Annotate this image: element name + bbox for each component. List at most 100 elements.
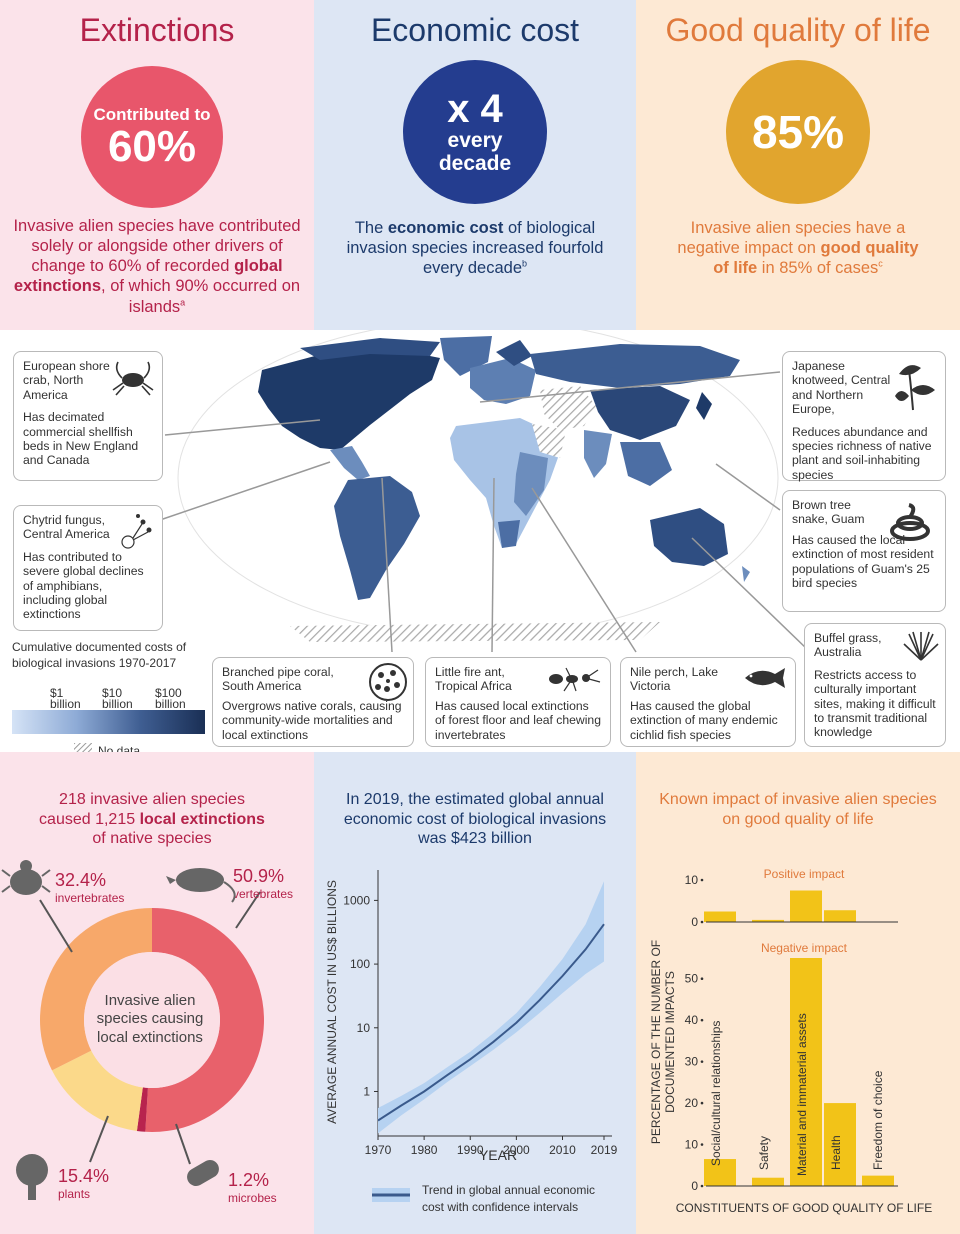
- north-america: [258, 350, 440, 450]
- negative-y-tick: [700, 977, 704, 981]
- footnote-c: c: [878, 258, 883, 269]
- economic-text: The economic cost of biological invasion…: [338, 218, 612, 278]
- australia: [650, 508, 728, 566]
- positive-panel-title: Positive impact: [764, 867, 845, 881]
- africa: [450, 418, 560, 548]
- quality-text-bold: good quality of life: [713, 239, 919, 278]
- economic-circle-line2: every: [447, 128, 503, 152]
- donut-center-label: Invasive alien species causing local ext…: [96, 992, 204, 1046]
- x-tick-label: 1990: [457, 1143, 484, 1157]
- category-label: Material and immaterial assets: [795, 1013, 809, 1176]
- donut-leader-2: [89, 1115, 109, 1163]
- category-label: Social/cultural relationships: [709, 1021, 723, 1166]
- quality-panel: Good quality of life 85% Invasive alien …: [636, 0, 960, 330]
- x-tick-label: 2000: [503, 1143, 530, 1157]
- y-tick-label: 1000: [343, 893, 370, 907]
- callout-body: Overgrows native corals, causing communi…: [222, 698, 402, 742]
- callout-nile-perch: Nile perch, Lake Victoria Has caused the…: [620, 657, 796, 747]
- extinctions-text: Invasive alien species have contributed …: [10, 216, 304, 317]
- extinctions-title: Extinctions: [79, 12, 235, 48]
- quality-text-2: in 85% of cases: [757, 259, 879, 278]
- positive-y-tick: [700, 878, 704, 882]
- economic-circle-line3: decade: [438, 152, 512, 175]
- y-axis-title-line2: DOCUMENTED IMPACTS: [663, 971, 677, 1113]
- donut-title: 218 invasive alien species caused 1,215 …: [0, 790, 304, 849]
- negative-bar: [704, 1159, 736, 1186]
- positive-bar: [704, 911, 736, 922]
- callout-brown-tree-snake: Brown tree snake, Guam Has caused the lo…: [782, 490, 946, 612]
- negative-y-tick-label: 30: [685, 1055, 699, 1069]
- category-label: Health: [829, 1135, 843, 1170]
- china: [590, 386, 690, 440]
- donut-label-microbes-name: microbes: [228, 1191, 277, 1205]
- negative-y-tick: [700, 1143, 704, 1146]
- y-axis-title: AVERAGE ANNUAL COST IN US$ BILLIONS: [325, 880, 339, 1124]
- callout-title: Little fire ant, Tropical Africa: [435, 665, 512, 694]
- donut-slice-vertebrates: [145, 908, 264, 1132]
- donut-label-vertebrates-name: vertebrates: [233, 887, 293, 901]
- callout-body: Has caused the local extinction of most …: [792, 532, 934, 590]
- extinctions-text-bold: global extinctions: [13, 257, 283, 296]
- donut-label-invertebrates-name: invertebrates: [55, 891, 124, 905]
- positive-bar: [790, 890, 822, 922]
- ant-icon: [549, 667, 601, 692]
- legend-tick-3: $100 billion: [155, 686, 186, 712]
- new-zealand: [742, 566, 750, 582]
- negative-y-tick: [700, 1101, 704, 1105]
- donut-slice-microbes: [136, 1087, 148, 1132]
- economic-circle-line1: x 4: [447, 86, 503, 131]
- callout-title: Brown tree snake, Guam: [792, 498, 865, 527]
- line-chart-title-text: In 2019, the estimated global annual eco…: [343, 791, 607, 848]
- extinctions-panel: Extinctions Contributed to 60% Invasive …: [0, 0, 314, 330]
- callout-title: Buffel grass, Australia: [814, 631, 882, 660]
- donut-label-microbes-value: 1.2%: [228, 1170, 269, 1190]
- donut-slice-invertebrates: [39, 908, 153, 1071]
- negative-y-tick: [700, 1018, 704, 1022]
- donut-title-1: 218 invasive alien species: [59, 791, 245, 808]
- southeast-asia: [620, 442, 672, 486]
- donut-label-invertebrates-value: 32.4%: [55, 870, 106, 890]
- y-tick-label: 10: [357, 1021, 371, 1035]
- economic-text-1: The: [354, 219, 388, 237]
- connector-lines: [159, 371, 809, 653]
- category-label: Safety: [757, 1136, 771, 1170]
- quality-title: Good quality of life: [665, 12, 931, 48]
- rat-icon: [166, 868, 236, 903]
- legend-tick-2: $10 billion: [102, 686, 133, 712]
- positive-y-tick: [700, 920, 704, 924]
- fungus-icon: [121, 514, 152, 549]
- india: [584, 430, 612, 478]
- economic-panel: Economic cost x 4 every decade The econo…: [314, 0, 636, 330]
- fish-icon: [745, 668, 785, 688]
- economic-title: Economic cost: [370, 12, 580, 48]
- callout-body: Reduces abundance and species richness o…: [792, 424, 932, 482]
- callout-japanese-knotweed: Japanese knotweed, Central and Northern …: [782, 351, 946, 482]
- negative-y-tick: [700, 1184, 704, 1188]
- bar-chart-title: Known impact of invasive alien species o…: [656, 790, 940, 829]
- legend-text-line2: cost with confidence intervals: [422, 1200, 578, 1214]
- canada-arctic: [300, 338, 440, 360]
- economic-text-bold: economic cost: [387, 219, 504, 237]
- negative-bar: [824, 1103, 856, 1186]
- central-america: [330, 446, 370, 480]
- negative-y-tick-label: 50: [685, 972, 699, 986]
- legend-text-line1: Trend in global annual economic: [422, 1183, 595, 1197]
- callout-body: Has caused local extinctions of forest f…: [435, 698, 601, 742]
- positive-bar: [824, 910, 856, 922]
- extinctions-circle-line1: Contributed to: [93, 105, 211, 124]
- east-africa: [514, 452, 548, 516]
- negative-bar: [862, 1175, 894, 1186]
- donut-label-vertebrates-value: 50.9%: [233, 866, 284, 886]
- positive-bar: [752, 919, 784, 922]
- extinctions-text-1: Invasive alien species have contributed …: [13, 217, 301, 276]
- x-tick-label: 1970: [365, 1143, 392, 1157]
- negative-y-tick-label: 10: [685, 1138, 699, 1152]
- donut-leader-3: [175, 1123, 191, 1165]
- negative-bar: [790, 958, 822, 1186]
- crab-icon: [112, 361, 154, 396]
- donut-title-2b: local extinctions: [139, 810, 265, 828]
- donut-leader-0: [39, 899, 73, 953]
- callout-title: Chytrid fungus, Central America: [23, 513, 110, 542]
- donut-label-plants-name: plants: [58, 1187, 90, 1201]
- donut-chart: 50.9%vertebrates 1.2%microbes 15.4%plants 3…: [1, 860, 293, 1205]
